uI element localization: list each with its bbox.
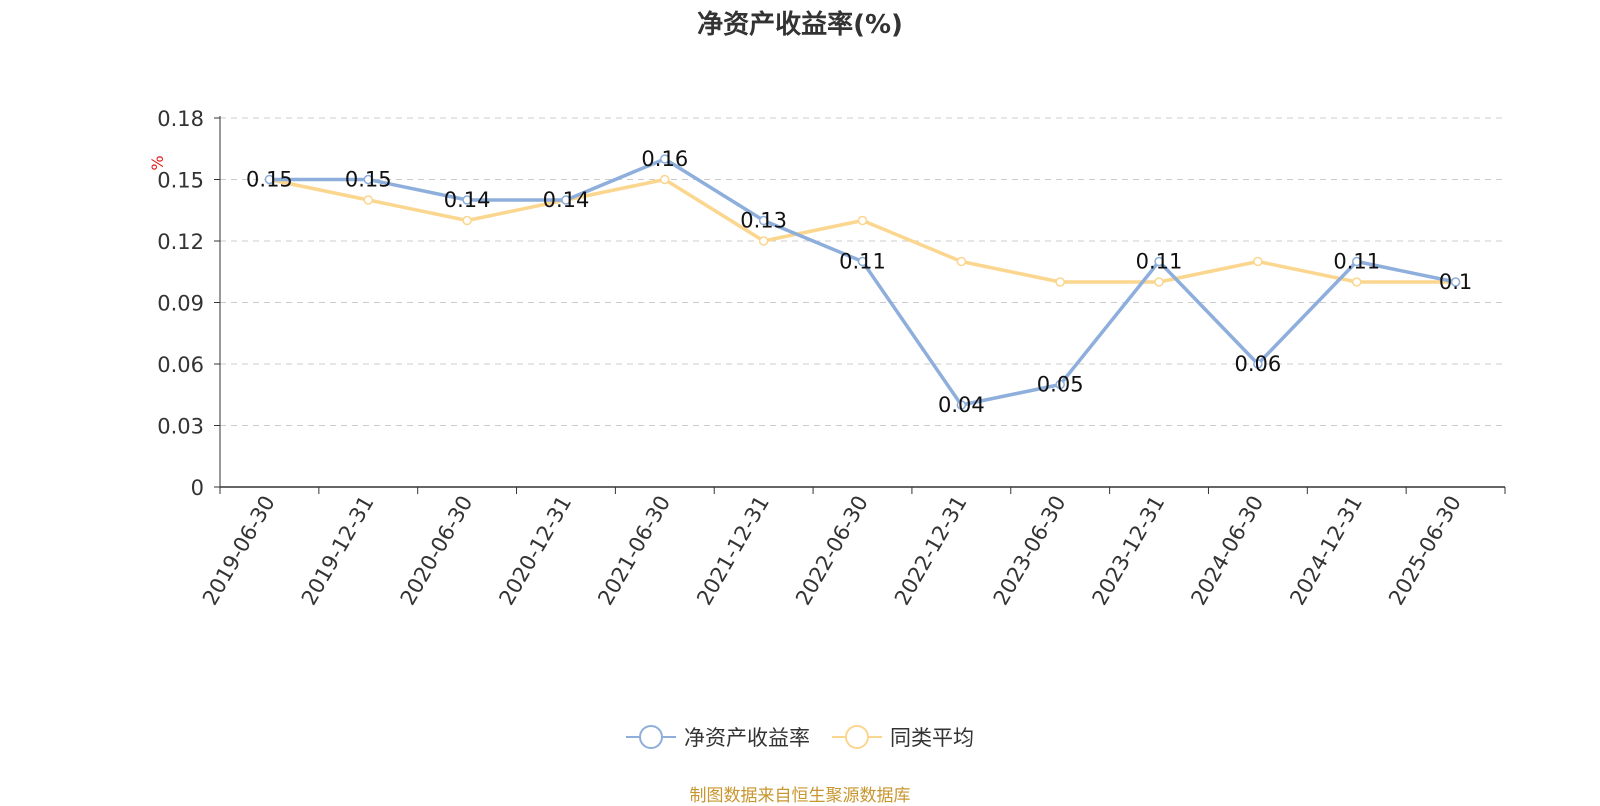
series-0-point[interactable]	[956, 400, 967, 410]
y-tick-label: 0	[191, 476, 204, 500]
series-0-point[interactable]	[462, 195, 472, 205]
y-tick-label: 0.18	[157, 107, 204, 131]
x-tick-label: 2023-12-31	[1088, 492, 1170, 610]
data-label: 0.13	[740, 209, 787, 233]
data-label: 0.14	[543, 188, 590, 212]
series-1-point[interactable]	[1253, 256, 1263, 267]
series-0-point[interactable]	[758, 215, 769, 226]
x-tick-label: 2019-12-31	[297, 492, 379, 610]
legend-item-roe[interactable]: 净资产收益率	[626, 722, 810, 752]
series-1-point[interactable]	[1055, 277, 1065, 287]
data-label: 0.11	[839, 250, 886, 274]
x-tick-label: 2022-06-30	[791, 492, 873, 610]
data-label: 0.04	[938, 393, 985, 417]
series-0-point[interactable]	[1351, 256, 1362, 267]
legend-marker-roe	[626, 724, 676, 750]
y-tick-label: 0.03	[157, 415, 204, 439]
legend-label-roe: 净资产收益率	[684, 726, 810, 750]
x-tick-label: 2019-06-30	[198, 492, 280, 610]
series-0-point[interactable]	[1450, 277, 1461, 287]
y-tick-label: 0.06	[157, 353, 204, 377]
x-tick-label: 2021-12-31	[692, 492, 774, 610]
x-tick-label: 2020-12-31	[494, 492, 576, 610]
source-note: 制图数据来自恒生聚源数据库	[689, 786, 911, 806]
y-tick-label: 0.12	[157, 230, 204, 254]
y-tick-label: 0.15	[157, 169, 204, 193]
data-label: 0.05	[1037, 373, 1084, 397]
x-tick-label: 2022-12-31	[890, 492, 972, 610]
series-1-point[interactable]	[462, 215, 472, 226]
x-tick-label: 2020-06-30	[396, 491, 478, 609]
data-label: 0.15	[246, 168, 293, 192]
data-labels: 0.15 0.15 0.14 0.14 0.16 0.13 0.11 0.04 0.05 0.11…	[246, 147, 1472, 417]
x-tick-label: 2023-06-30	[989, 492, 1071, 610]
series-1-point[interactable]	[857, 215, 868, 226]
series-0-point[interactable]	[1154, 256, 1164, 267]
x-tick-label: 2025-06-30	[1384, 492, 1466, 610]
series-0-point[interactable]	[660, 154, 670, 164]
series-0-point[interactable]	[363, 174, 374, 185]
series-1-point[interactable]	[363, 195, 374, 205]
legend-item-peer-average[interactable]: 同类平均	[832, 722, 974, 752]
data-label: 0.16	[641, 147, 688, 171]
data-label: 0.1	[1439, 270, 1472, 294]
series-0-point[interactable]	[857, 256, 868, 267]
series-0-point[interactable]	[1055, 379, 1065, 390]
series-1-point[interactable]	[758, 236, 769, 246]
chart-title: 净资产收益率(%)	[697, 10, 903, 40]
data-label: 0.11	[1333, 250, 1380, 274]
grid-lines	[220, 117, 1505, 426]
legend: 净资产收益率 同类平均	[0, 722, 1600, 752]
series-1-point[interactable]	[956, 256, 967, 267]
x-tick-label: 2021-06-30	[593, 492, 675, 610]
data-label: 0.14	[444, 188, 491, 212]
data-label: 0.15	[345, 168, 392, 192]
legend-label-peer-average: 同类平均	[890, 726, 974, 750]
series-1-point[interactable]	[1154, 277, 1164, 287]
x-tick-label: 2024-06-30	[1186, 492, 1268, 610]
x-tick-label: 2024-12-31	[1285, 492, 1367, 610]
series-0-point[interactable]	[1253, 359, 1263, 369]
y-axis-unit-label: %	[148, 155, 167, 170]
legend-marker-peer-average	[832, 724, 882, 750]
y-tick-label: 0.09	[157, 292, 204, 316]
series-1-point[interactable]	[1351, 277, 1362, 287]
data-label: 0.11	[1136, 250, 1183, 274]
series-0-point[interactable]	[264, 174, 275, 185]
series-layer	[264, 154, 1461, 410]
series-1-point[interactable]	[660, 174, 670, 185]
series-0-point[interactable]	[561, 195, 571, 205]
data-label: 0.06	[1235, 352, 1282, 376]
